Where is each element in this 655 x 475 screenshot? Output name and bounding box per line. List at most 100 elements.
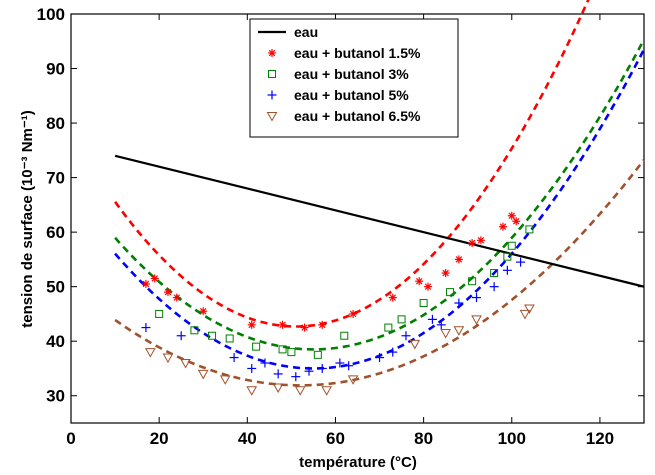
- asterisk-stroke: [508, 212, 516, 220]
- data-point-square: [446, 288, 455, 297]
- asterisk-stroke: [318, 321, 326, 329]
- asterisk-stroke: [499, 223, 507, 230]
- data-point-plus: [273, 369, 283, 379]
- data-point-asterisk: [150, 274, 159, 283]
- data-point-triangle: [409, 339, 421, 350]
- asterisk-stroke: [279, 321, 286, 329]
- data-point-plus: [454, 298, 464, 308]
- data-point-square: [419, 299, 428, 308]
- data-point-square: [490, 269, 499, 278]
- y-tick-label: 30: [46, 387, 65, 406]
- legend-entry-label: eau: [294, 24, 318, 40]
- data-point-asterisk: [278, 320, 287, 329]
- data-point-square: [503, 252, 512, 261]
- data-point-triangle: [453, 326, 465, 336]
- legend-entry-label: eau + butanol 3%: [294, 66, 409, 82]
- x-tick-label: 120: [586, 429, 614, 448]
- data-point-triangle: [440, 329, 452, 339]
- y-tick-label: 70: [46, 169, 65, 188]
- series-lines: [114, 154, 645, 288]
- data-point-asterisk: [141, 279, 150, 288]
- data-point-plus: [436, 320, 446, 330]
- data-point-asterisk: [300, 323, 309, 332]
- legend-entry-label: eau + butanol 5%: [294, 87, 409, 103]
- data-point-triangle: [272, 383, 284, 394]
- data-point-plus: [247, 363, 257, 373]
- data-point-asterisk: [349, 309, 358, 318]
- data-point-square: [525, 225, 534, 234]
- asterisk-stroke: [415, 277, 423, 285]
- data-point-triangle: [144, 348, 156, 358]
- data-point-asterisk: [268, 49, 276, 57]
- y-tick-label: 80: [46, 114, 65, 133]
- data-point-plus: [472, 293, 482, 303]
- data-point-plus: [335, 358, 345, 368]
- data-point-asterisk: [476, 236, 485, 245]
- data-point-plus: [516, 257, 526, 267]
- data-point-asterisk: [415, 277, 424, 286]
- data-point-plus: [375, 353, 385, 363]
- x-tick-label: 60: [326, 429, 345, 448]
- data-point-plus: [291, 372, 301, 382]
- data-point-square: [155, 309, 164, 318]
- data-point-asterisk: [388, 293, 397, 302]
- data-point-square: [340, 331, 349, 340]
- y-tick-label: 60: [46, 223, 65, 242]
- y-tick-label: 50: [46, 278, 65, 297]
- x-tick-label: 40: [238, 429, 257, 448]
- y-axis-ticks: 30 40 50 60 70 80 90 100: [37, 5, 644, 406]
- asterisk-stroke: [477, 237, 485, 244]
- data-point-triangle: [321, 386, 333, 396]
- data-point-triangle: [294, 386, 306, 396]
- asterisk-stroke: [389, 294, 397, 301]
- data-point-asterisk: [199, 307, 208, 316]
- asterisk-stroke: [164, 288, 172, 296]
- data-point-triangle: [197, 369, 209, 380]
- data-point-triangle: [246, 386, 258, 396]
- data-point-plus: [489, 282, 499, 292]
- asterisk-stroke: [173, 294, 181, 301]
- legend: eau eau + butanol 1.5% eau + butanol 3% eau…: [249, 18, 459, 138]
- asterisk-stroke: [301, 324, 308, 331]
- data-point-plus: [141, 323, 151, 333]
- data-point-asterisk: [454, 255, 463, 264]
- data-point-square: [313, 350, 322, 359]
- data-point-triangle: [180, 359, 191, 369]
- x-tick-label: 20: [150, 429, 169, 448]
- data-point-asterisk: [441, 269, 450, 278]
- data-point-square: [278, 345, 287, 354]
- y-tick-label: 100: [37, 5, 65, 24]
- data-point-square: [252, 342, 261, 351]
- fit-curve: [114, 159, 646, 387]
- data-point-triangle: [219, 375, 231, 385]
- data-point-square: [268, 70, 276, 78]
- x-tick-label: 80: [414, 429, 433, 448]
- legend-box: [249, 18, 459, 138]
- data-point-asterisk: [318, 320, 327, 329]
- asterisk-stroke: [151, 275, 158, 282]
- data-point-plus: [344, 361, 354, 371]
- data-point-triangle: [347, 375, 359, 385]
- data-point-square: [225, 334, 234, 343]
- data-point-plus: [304, 366, 314, 376]
- data-point-triangle: [162, 353, 174, 364]
- data-points: [141, 211, 535, 396]
- asterisk-stroke: [349, 310, 357, 318]
- asterisk-stroke: [268, 49, 276, 57]
- data-point-triangle: [519, 309, 531, 320]
- x-axis-ticks: 0 20 40 60 80 100 120: [66, 14, 614, 448]
- x-tick-label: 100: [498, 429, 526, 448]
- data-point-asterisk: [424, 282, 433, 291]
- data-point-triangle: [471, 315, 482, 325]
- data-point-asterisk: [163, 288, 172, 297]
- legend-entry-label: eau + butanol 1.5%: [294, 45, 421, 61]
- data-point-plus: [267, 90, 277, 100]
- asterisk-stroke: [442, 269, 449, 277]
- asterisk-stroke: [142, 280, 150, 288]
- data-point-plus: [401, 331, 411, 341]
- series-line: [114, 154, 645, 288]
- data-point-plus: [176, 331, 186, 341]
- fit-curve: [114, 0, 590, 328]
- data-point-asterisk: [512, 217, 521, 226]
